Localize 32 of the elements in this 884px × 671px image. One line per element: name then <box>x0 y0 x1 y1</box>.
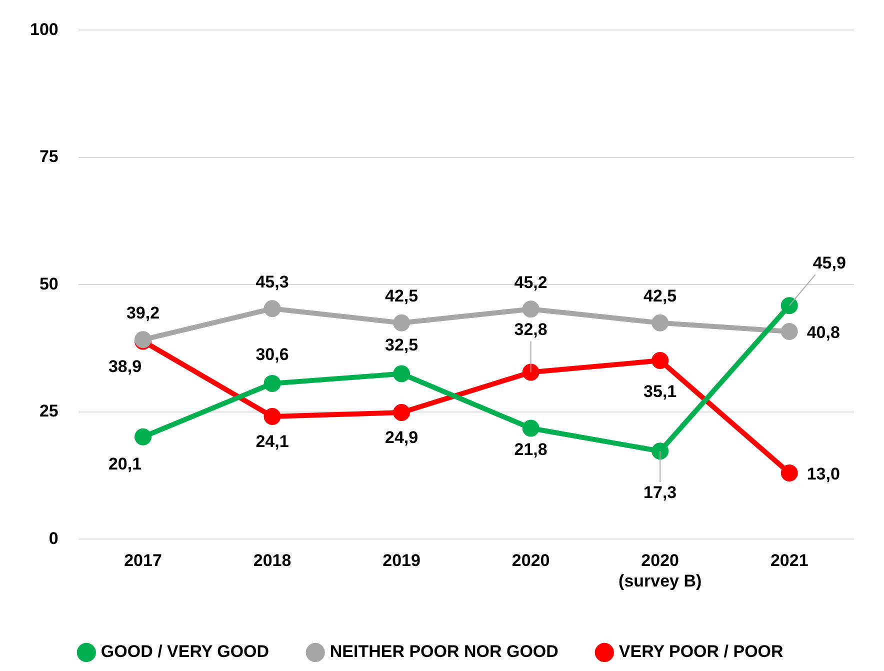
data-label: 35,1 <box>644 382 677 402</box>
x-tick-label: 2017 <box>124 551 162 570</box>
y-tick-label: 50 <box>39 274 58 294</box>
data-label: 13,0 <box>806 464 840 484</box>
y-tick-label: 25 <box>39 402 58 421</box>
data-label: 17,3 <box>644 482 677 502</box>
data-label: 21,8 <box>514 440 548 459</box>
x-tick-label: 2018 <box>253 551 292 570</box>
data-label: 32,8 <box>514 320 548 339</box>
y-tick-label: 100 <box>30 20 58 39</box>
data-label: 38,9 <box>108 356 142 376</box>
legend-label: NEITHER POOR NOR GOOD <box>330 642 558 662</box>
data-label: 24,9 <box>385 428 418 448</box>
y-tick-label: 0 <box>48 528 58 548</box>
data-label: 45,3 <box>256 272 289 292</box>
legend-label: VERY POOR / POOR <box>618 642 784 662</box>
data-label: 45,2 <box>514 272 548 292</box>
x-tick-label: 2021 <box>770 551 808 570</box>
legend-label: GOOD / VERY GOOD <box>100 642 270 662</box>
data-label: 39,2 <box>126 303 160 322</box>
data-label: 24,1 <box>256 432 289 452</box>
data-label: 32,5 <box>385 335 418 354</box>
y-tick-label: 75 <box>39 147 58 166</box>
data-label: 40,8 <box>806 323 840 342</box>
x-tick-label: 2019 <box>382 551 420 570</box>
data-label: 30,6 <box>256 345 289 364</box>
x-tick-label: 2020 (survey B) <box>618 551 702 590</box>
x-tick-label: 2020 <box>512 551 550 570</box>
data-label: 42,5 <box>644 286 677 306</box>
data-label: 45,9 <box>812 253 846 272</box>
data-label: 42,5 <box>385 286 418 306</box>
data-label: 20,1 <box>108 454 142 474</box>
